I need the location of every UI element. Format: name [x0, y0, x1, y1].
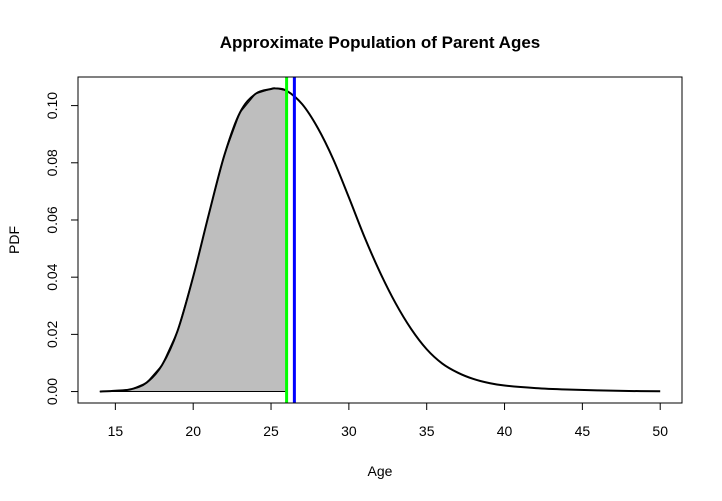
- x-tick-label: 35: [419, 423, 435, 439]
- x-tick-label: 45: [575, 423, 591, 439]
- x-tick-label: 20: [185, 423, 201, 439]
- y-tick-label: 0.00: [44, 378, 60, 405]
- x-axis: 15 20 25 30 35 40 45 50: [108, 402, 668, 439]
- x-tick-label: 25: [263, 423, 279, 439]
- y-tick-label: 0.02: [44, 321, 60, 348]
- y-tick-label: 0.10: [44, 92, 60, 119]
- shaded-area: [99, 87, 288, 393]
- y-tick-label: 0.08: [44, 149, 60, 176]
- x-axis-label: Age: [368, 463, 393, 479]
- x-tick-label: 15: [108, 423, 124, 439]
- density-curve: [99, 87, 661, 393]
- chart-title: Approximate Population of Parent Ages: [220, 33, 541, 52]
- y-axis-label: PDF: [6, 226, 22, 254]
- y-axis: 0.00 0.02 0.04 0.06 0.08 0.10: [44, 92, 79, 405]
- y-tick-label: 0.04: [44, 263, 60, 290]
- x-tick-label: 50: [652, 423, 668, 439]
- x-tick-label: 40: [497, 423, 513, 439]
- plot-area: [99, 77, 661, 403]
- x-tick-label: 30: [341, 423, 357, 439]
- y-tick-label: 0.06: [44, 206, 60, 233]
